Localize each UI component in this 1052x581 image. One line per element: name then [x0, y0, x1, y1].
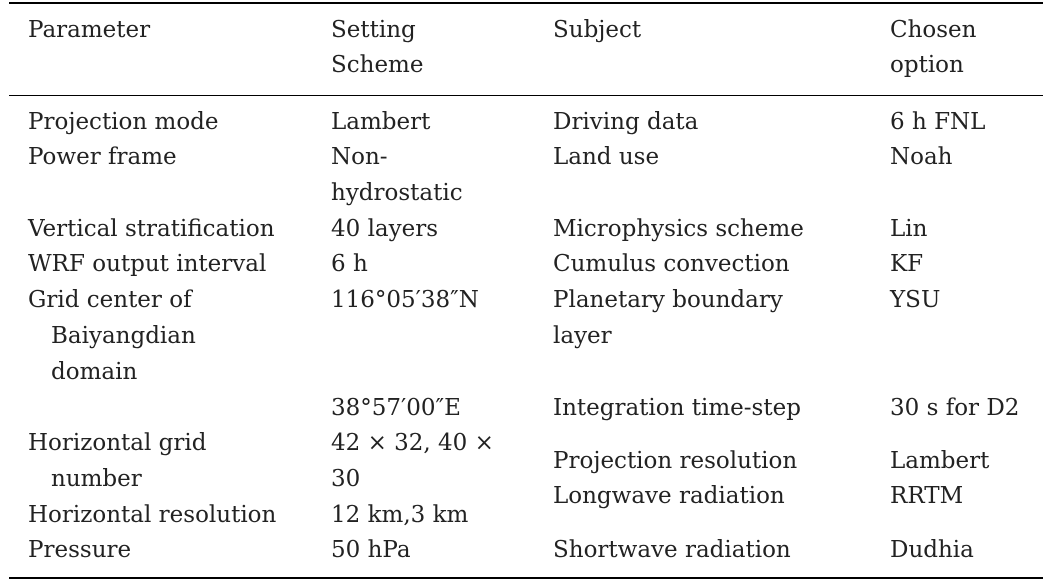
cell-parameter-line3: domain: [51, 359, 138, 385]
cell-option: 6 h FNL: [890, 109, 986, 135]
top-rule: [9, 2, 1043, 4]
cell-option: Lin: [890, 216, 928, 242]
cell-option-line2: RRTM: [890, 483, 964, 509]
cell-parameter: Pressure: [28, 537, 132, 563]
cell-subject: Shortwave radiation: [553, 537, 791, 563]
cell-subject-line2: Longwave radiation: [553, 483, 785, 509]
cell-setting-line1: Non-: [331, 144, 388, 170]
header-chosen-line2: option: [890, 52, 964, 78]
cell-setting-line2: 30: [331, 466, 361, 492]
cell-parameter-line1: Grid center of: [28, 287, 192, 313]
header-chosen-line1: Chosen: [890, 17, 977, 43]
cell-setting: 38°57′00″E: [331, 395, 461, 421]
cell-setting-line2: hydrostatic: [331, 180, 463, 206]
header-rule: [9, 95, 1043, 96]
cell-option: Dudhia: [890, 537, 974, 563]
cell-option: Noah: [890, 144, 953, 170]
cell-parameter: Projection mode: [28, 109, 219, 135]
header-setting-line1: Setting: [331, 17, 416, 43]
cell-subject: Microphysics scheme: [553, 216, 804, 242]
cell-subject: Cumulus convection: [553, 251, 790, 277]
cell-setting: 6 h: [331, 251, 368, 277]
cell-subject: Integration time-step: [553, 395, 801, 421]
header-subject: Subject: [553, 17, 642, 43]
header-setting-line2: Scheme: [331, 52, 424, 78]
header-parameter: Parameter: [28, 17, 151, 43]
cell-subject-line1: Projection resolution: [553, 448, 798, 474]
cell-setting: 50 hPa: [331, 537, 411, 563]
cell-parameter: Vertical stratification: [28, 216, 275, 242]
cell-subject: Land use: [553, 144, 660, 170]
bottom-rule: [9, 577, 1043, 579]
cell-parameter: Power frame: [28, 144, 177, 170]
cell-setting: Lambert: [331, 109, 431, 135]
cell-option-line1: Lambert: [890, 448, 990, 474]
cell-setting: 40 layers: [331, 216, 439, 242]
cell-subject-line1: Planetary boundary: [553, 287, 783, 313]
cell-parameter: WRF output interval: [28, 251, 267, 277]
cell-parameter-line1: Horizontal grid: [28, 430, 207, 456]
cell-option: YSU: [890, 287, 941, 313]
cell-setting: 12 km,3 km: [331, 502, 469, 528]
cell-option: 30 s for D2: [890, 395, 1020, 421]
cell-parameter-line2: number: [51, 466, 142, 492]
cell-option: KF: [890, 251, 924, 277]
cell-subject-line2: layer: [553, 323, 612, 349]
cell-setting: 116°05′38″N: [331, 287, 479, 313]
cell-parameter-line2: Baiyangdian: [51, 323, 196, 349]
cell-parameter: Horizontal resolution: [28, 502, 277, 528]
cell-subject: Driving data: [553, 109, 699, 135]
cell-setting-line1: 42 × 32, 40 ×: [331, 430, 494, 456]
